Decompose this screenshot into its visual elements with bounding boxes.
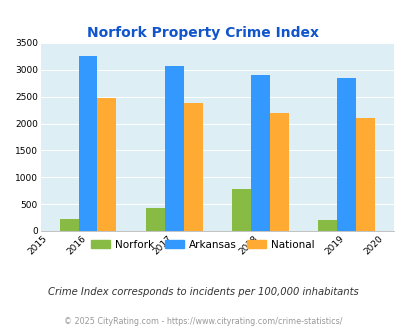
Bar [183, 103, 202, 231]
Bar [231, 189, 250, 231]
Bar [336, 78, 355, 231]
Bar [145, 208, 164, 231]
Bar [78, 56, 97, 231]
Bar [269, 113, 288, 231]
Text: © 2025 CityRating.com - https://www.cityrating.com/crime-statistics/: © 2025 CityRating.com - https://www.city… [64, 317, 341, 326]
Legend: Norfork, Arkansas, National: Norfork, Arkansas, National [87, 236, 318, 254]
Bar [97, 98, 116, 231]
Text: Crime Index corresponds to incidents per 100,000 inhabitants: Crime Index corresponds to incidents per… [47, 287, 358, 297]
Bar [60, 219, 78, 231]
Bar [250, 75, 269, 231]
Bar [355, 118, 374, 231]
Bar [317, 220, 336, 231]
Bar [164, 66, 183, 231]
Text: Norfork Property Crime Index: Norfork Property Crime Index [87, 26, 318, 40]
